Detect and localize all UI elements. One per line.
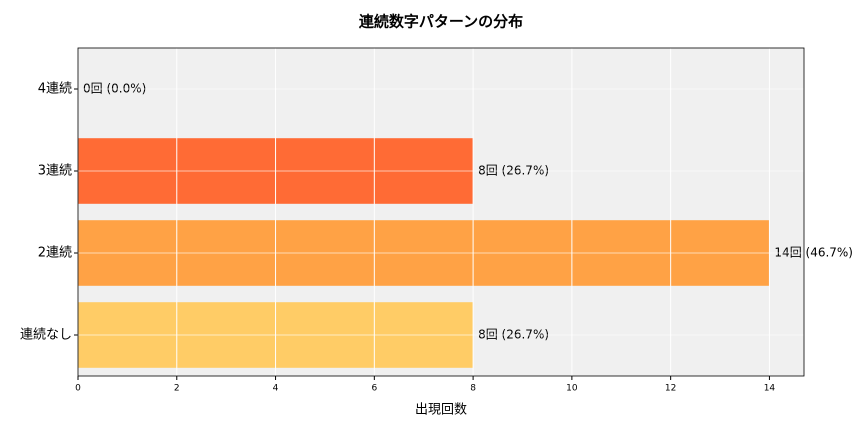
value-label: 14回 (46.7%) — [774, 246, 853, 260]
y-tick-label: 連続なし — [20, 328, 72, 343]
y-tick-label: 4連続 — [38, 82, 72, 97]
plot-frame — [77, 47, 805, 377]
x-tick-label: 12 — [665, 384, 676, 394]
chart-title: 連続数字パターンの分布 — [359, 13, 523, 31]
x-axis-label: 出現回数 — [415, 403, 467, 418]
x-tick-label: 6 — [371, 384, 377, 394]
x-tick-label: 2 — [174, 384, 180, 394]
x-tick-label: 8 — [470, 384, 476, 394]
x-tick-label: 14 — [764, 384, 776, 394]
y-tick-label: 2連続 — [38, 246, 72, 261]
x-tick-label: 4 — [273, 384, 279, 394]
y-tick-label: 3連続 — [38, 164, 72, 179]
x-tick-label: 0 — [75, 384, 81, 394]
x-tick-label: 10 — [566, 384, 578, 394]
